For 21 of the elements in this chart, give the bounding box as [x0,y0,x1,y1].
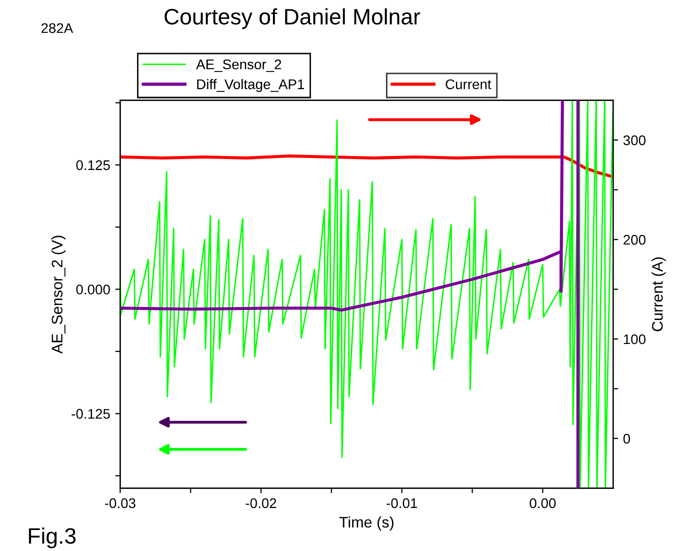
y2-tick-label: 100 [624,334,646,344]
y2-tick-label: 200 [624,234,646,245]
text: 282A [41,23,74,34]
x-tick-label: -0.02 [246,498,276,508]
x-tick-label: 0.00 [530,498,556,508]
y-tick-label: 0.000 [76,284,110,294]
line-series [120,154,614,178]
y-tick-label: 0.125 [76,160,110,170]
legend-label: AE_Sensor_2 [196,59,282,72]
y-axis-title: AE_Sensor_2 (V) [51,236,66,354]
x-tick-label: -0.03 [104,498,136,508]
legend-label: Current [446,79,492,90]
y-tick-label: -0.125 [72,408,110,419]
legend-label: Diff_Voltage_AP1 [197,79,304,92]
chart-title: Courtesy of Daniel Molnar [164,8,420,29]
y2-tick-label: 300 [623,135,646,146]
caption: Fig.3 [28,528,76,548]
x-axis-title: Time (s) [339,516,394,531]
x-tick-label: -0.01 [386,498,418,508]
y2-axis-title: Current (A) [652,257,666,332]
y2-tick-label: 0 [623,434,630,444]
